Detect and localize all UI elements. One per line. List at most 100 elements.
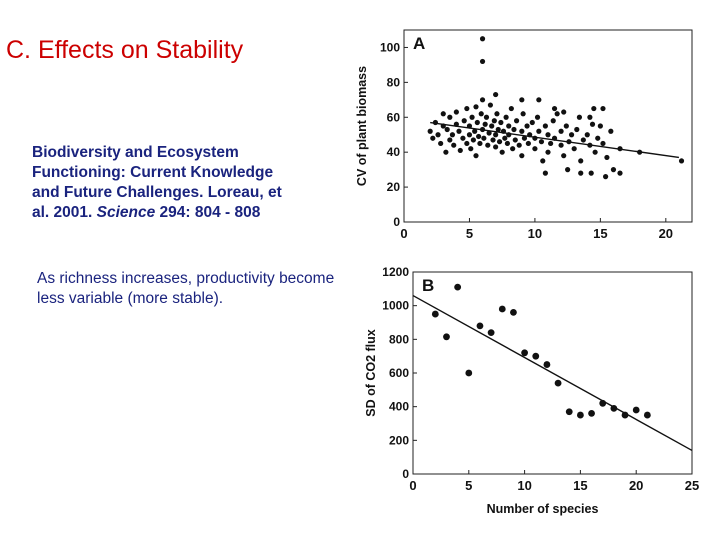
panel-a-data-point <box>587 142 593 148</box>
citation: Biodiversity and Ecosystem Functioning: … <box>32 143 332 223</box>
panel-a-data-point <box>527 132 533 138</box>
panel-a-data-point <box>551 135 558 141</box>
panel-a-data-point <box>506 132 512 138</box>
panel-b-data-point <box>621 411 629 419</box>
panel-b-y-tick-label: 600 <box>389 366 409 380</box>
panel-a-data-point <box>580 137 586 143</box>
citation-line-1: Biodiversity and Ecosystem <box>32 144 239 161</box>
panel-a-y-tick-label: 100 <box>380 40 400 54</box>
panel-b-x-tick-label: 10 <box>517 478 531 493</box>
panel-a-data-point <box>479 97 486 103</box>
panel-b-data-point <box>521 349 528 357</box>
panel-a-data-point <box>447 114 453 120</box>
panel-a-data-point <box>589 121 596 127</box>
panel-a-data-point <box>516 142 522 148</box>
panel-a-data-point <box>453 109 459 115</box>
panel-a-data-point <box>508 105 514 112</box>
panel-a-data-point <box>451 142 457 148</box>
panel-b-x-tick-label: 20 <box>629 478 643 493</box>
citation-line-2: Functioning: Current Knowledge <box>32 164 274 181</box>
panel-a-data-point <box>540 158 546 164</box>
panel-b-data-point <box>643 411 651 419</box>
panel-a-data-point <box>453 121 459 127</box>
panel-b-y-tick-label: 200 <box>389 433 409 447</box>
panel-a-data-point <box>482 121 488 127</box>
panel-a-data-point <box>588 170 594 176</box>
panel-a-data-point <box>521 135 528 141</box>
panel-a-data-point <box>525 140 531 147</box>
panel-b-x-tick-label: 15 <box>573 478 587 493</box>
panel-a-data-point <box>578 158 584 164</box>
panel-b-data-point <box>532 352 540 360</box>
citation-volume-pages: 294: 804 - 808 <box>155 204 261 221</box>
panel-a-data-point <box>548 140 554 147</box>
panel-b-data-point <box>443 333 450 341</box>
panel-a-x-tick-label: 0 <box>400 226 407 241</box>
panel-a-frame <box>403 29 693 223</box>
citation-line-3: and Future Challenges. Loreau, et <box>32 184 282 201</box>
panel-a-data-point <box>430 135 436 141</box>
panel-b-data-point <box>588 410 595 417</box>
panel-a-data-point <box>563 123 569 129</box>
panel-a-data-point <box>474 119 480 126</box>
panel-b-data-point <box>554 379 562 387</box>
panel-a-data-point <box>571 146 577 152</box>
panel-b-trend-line <box>412 294 693 452</box>
panel-a-data-point <box>479 126 486 133</box>
panel-b-data-point <box>632 406 640 414</box>
panel-b-data-point <box>543 361 551 368</box>
panel-a-data-point <box>532 135 538 141</box>
panel-a-data-point <box>496 139 503 145</box>
citation-journal: Science <box>96 204 156 221</box>
panel-a-data-point <box>479 58 486 65</box>
panel-a-x-tick-label: 5 <box>466 226 473 241</box>
stability-note: As richness increases, productivity beco… <box>37 270 335 307</box>
panel-a-data-point <box>466 132 473 138</box>
panel-a-data-point <box>617 146 623 152</box>
panel-a-data-point <box>444 126 450 133</box>
panel-a-data-point <box>558 142 564 148</box>
panel-a-data-point <box>440 123 446 129</box>
panel-a-y-tick-label: 20 <box>387 180 401 194</box>
panel-a-data-point <box>472 128 478 134</box>
panel-a-data-point <box>536 128 542 134</box>
panel-a-data-point <box>499 149 505 155</box>
panel-a-letter: A <box>413 34 425 53</box>
panel-a-data-point <box>574 126 580 133</box>
panel-a-data-point <box>470 137 476 143</box>
panel-a-data-point <box>495 126 501 133</box>
panel-a-data-point <box>500 128 507 134</box>
panel-a-data-point <box>481 135 487 141</box>
panel-a-data-point <box>561 153 567 159</box>
panel-a-data-point <box>506 123 512 129</box>
panel-b-y-axis-label: SD of CO2 flux <box>364 329 378 417</box>
panel-b-data-point <box>565 408 573 416</box>
panel-a-data-point <box>595 135 601 141</box>
panel-a-data-point <box>473 104 479 110</box>
panel-b-x-tick-label: 25 <box>685 478 699 493</box>
panel-a-data-point <box>534 114 541 120</box>
panel-a-data-point <box>637 149 643 155</box>
panel-a-data-point <box>498 119 504 126</box>
panel-a-data-point <box>510 146 516 152</box>
panel-a-data-point <box>592 149 598 155</box>
panel-a-data-point <box>558 128 564 134</box>
panel-a-data-point <box>551 105 558 112</box>
panel-b-data-point <box>465 369 473 377</box>
panel-a-data-point <box>487 102 493 108</box>
panel-b-data-point <box>476 322 484 330</box>
panel-b-data-point <box>431 310 439 318</box>
panel-b-data-point <box>510 309 517 316</box>
panel-a-data-point <box>513 118 520 124</box>
panel-b-data-point <box>610 404 618 412</box>
panel-a-data-point <box>491 118 497 124</box>
panel-a-data-point <box>427 128 433 134</box>
panel-a-data-point <box>476 133 482 140</box>
panel-a-data-point <box>493 132 499 138</box>
panel-a-data-point <box>466 123 473 129</box>
panel-a-data-point <box>542 170 548 176</box>
panel-a-data-point <box>519 97 525 103</box>
panel-a-data-point <box>529 119 535 126</box>
panel-a-data-point <box>608 128 614 134</box>
panel-a-y-axis-label: CV of plant biomass <box>355 66 369 186</box>
